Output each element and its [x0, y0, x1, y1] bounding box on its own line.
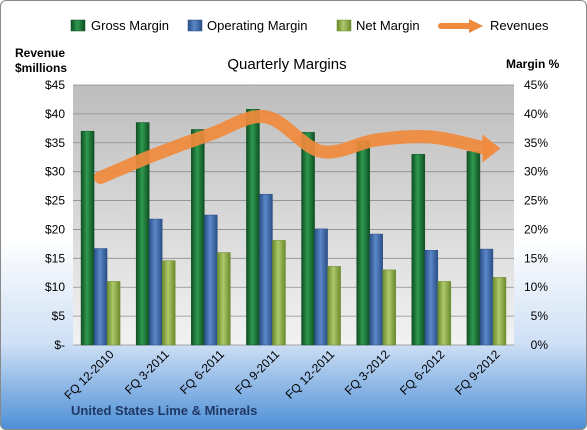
left-tick-label: $20: [45, 222, 65, 236]
legend-label-gross-margin: Gross Margin: [91, 18, 169, 33]
chart-title: Quarterly Margins: [227, 56, 346, 73]
gross-margin-bar: [191, 129, 205, 346]
legend: Gross Margin Operating Margin Net Margin…: [70, 18, 549, 33]
net-margin-bar: [217, 252, 231, 346]
left-tick-label: $5: [52, 309, 66, 323]
legend-swatch-gross-margin: [70, 19, 86, 32]
x-tick-label: FQ 12-2011: [283, 347, 338, 402]
legend-label-operating-margin: Operating Margin: [207, 18, 307, 33]
y-axis-right-title: Margin %: [506, 57, 560, 71]
right-axis-ticks: 0% 5% 10% 15% 20% 25% 30% 35% 40% 45%: [524, 78, 548, 352]
x-tick-label: FQ 9-2011: [232, 347, 282, 397]
legend-item-operating-margin: Operating Margin: [187, 18, 307, 33]
right-tick-label: 15%: [524, 251, 548, 265]
x-tick-label: FQ 12-2010: [61, 347, 116, 402]
left-tick-label: $30: [45, 165, 65, 179]
legend-swatch-operating-margin: [187, 19, 203, 32]
operating-margin-bar: [369, 233, 383, 346]
operating-margin-bar: [424, 249, 439, 346]
y-axis-left-title-line1: Revenue: [15, 46, 65, 60]
net-margin-bar: [437, 281, 452, 346]
gross-margin-bar: [411, 154, 426, 346]
left-tick-label: $15: [45, 251, 65, 265]
gross-margin-bar: [246, 109, 260, 346]
gross-margin-bar: [301, 132, 315, 346]
bars: [80, 109, 507, 346]
right-tick-label: 25%: [524, 194, 548, 208]
right-tick-label: 5%: [531, 309, 549, 323]
gross-margin-bar: [80, 130, 95, 346]
net-margin-bar: [327, 266, 341, 346]
net-margin-bar: [161, 260, 176, 346]
operating-margin-bar: [148, 218, 163, 346]
left-tick-label: $40: [45, 107, 65, 121]
legend-item-revenues: Revenues: [438, 18, 549, 33]
x-tick-label: FQ 9-2012: [452, 347, 503, 398]
x-tick-label: FQ 3-2012: [342, 347, 393, 398]
legend-arrowhead-revenues: [469, 19, 483, 33]
left-tick-label: $25: [45, 194, 65, 208]
operating-margin-bar: [93, 248, 108, 346]
legend-item-net-margin: Net Margin: [336, 18, 420, 33]
left-tick-label: $35: [45, 136, 65, 150]
net-margin-bar: [492, 277, 507, 346]
gross-margin-bar: [466, 151, 481, 346]
net-margin-bar: [106, 281, 121, 346]
left-tick-label: $45: [45, 78, 65, 92]
left-tick-label: $-: [54, 338, 65, 352]
operating-margin-bar: [259, 193, 273, 346]
net-margin-bar: [272, 240, 286, 346]
left-tick-label: $10: [45, 280, 65, 294]
left-axis-ticks: $- $5 $10 $15 $20 $25 $30 $35 $40 $45: [45, 78, 65, 352]
right-tick-label: 20%: [524, 222, 548, 236]
right-tick-label: 0%: [531, 338, 549, 352]
operating-margin-bar: [314, 228, 328, 346]
legend-label-revenues: Revenues: [490, 18, 549, 33]
y-axis-left-title-line2: $millions: [15, 61, 67, 75]
legend-label-net-margin: Net Margin: [356, 18, 420, 33]
right-tick-label: 40%: [524, 107, 548, 121]
net-margin-bar: [382, 269, 396, 346]
operating-margin-bar: [479, 248, 494, 346]
revenues-line-group: [94, 109, 501, 184]
x-tick-label: FQ 6-2012: [397, 347, 448, 398]
right-tick-label: 45%: [524, 78, 548, 92]
revenues-arrowhead: [482, 134, 501, 163]
x-tick-label: FQ 6-2011: [177, 347, 227, 397]
operating-margin-bar: [204, 214, 218, 346]
legend-swatch-net-margin: [336, 19, 352, 32]
company-name: United States Lime & Minerals: [71, 403, 257, 418]
right-tick-label: 30%: [524, 165, 548, 179]
right-tick-label: 10%: [524, 280, 548, 294]
revenues-line: [94, 109, 493, 184]
gross-margin-bar: [356, 140, 370, 346]
legend-item-gross-margin: Gross Margin: [70, 18, 169, 33]
x-tick-label: FQ 3-2011: [122, 347, 172, 397]
right-tick-label: 35%: [524, 136, 548, 150]
x-axis-labels: FQ 12-2010 FQ 3-2011 FQ 6-2011 FQ 9-2011 FQ …: [61, 347, 502, 402]
